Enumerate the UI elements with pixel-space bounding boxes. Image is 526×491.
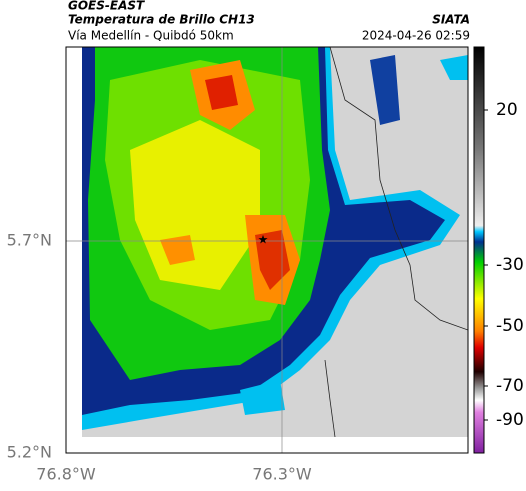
colorbar (473, 46, 485, 454)
colorbar-tick-label: -50 (496, 316, 524, 336)
colorbar-tick-label: -90 (496, 410, 524, 430)
colorbar-tick-label: -70 (496, 376, 524, 396)
lon-label: 76.3°W (252, 465, 312, 484)
lon-label: 76.8°W (36, 465, 96, 484)
lat-label: 5.7°N (7, 231, 52, 250)
lat-label: 5.2°N (7, 443, 52, 462)
map-frame (65, 46, 469, 454)
source: SIATA (432, 13, 470, 27)
product: Temperatura de Brillo CH13 (68, 13, 255, 27)
colorbar-tick-label: 20 (496, 100, 518, 120)
map-image (82, 47, 468, 437)
timestamp: 2024-04-26 02:59 (362, 29, 470, 43)
route: Vía Medellín - Quibdó 50km (68, 29, 234, 43)
colorbar-ticks: 20 -30 -50 -70 -90 (484, 100, 524, 430)
satellite: GOES-EAST (68, 0, 145, 13)
location-star: ★ (258, 233, 269, 247)
colorbar-tick-label: -30 (496, 255, 524, 275)
